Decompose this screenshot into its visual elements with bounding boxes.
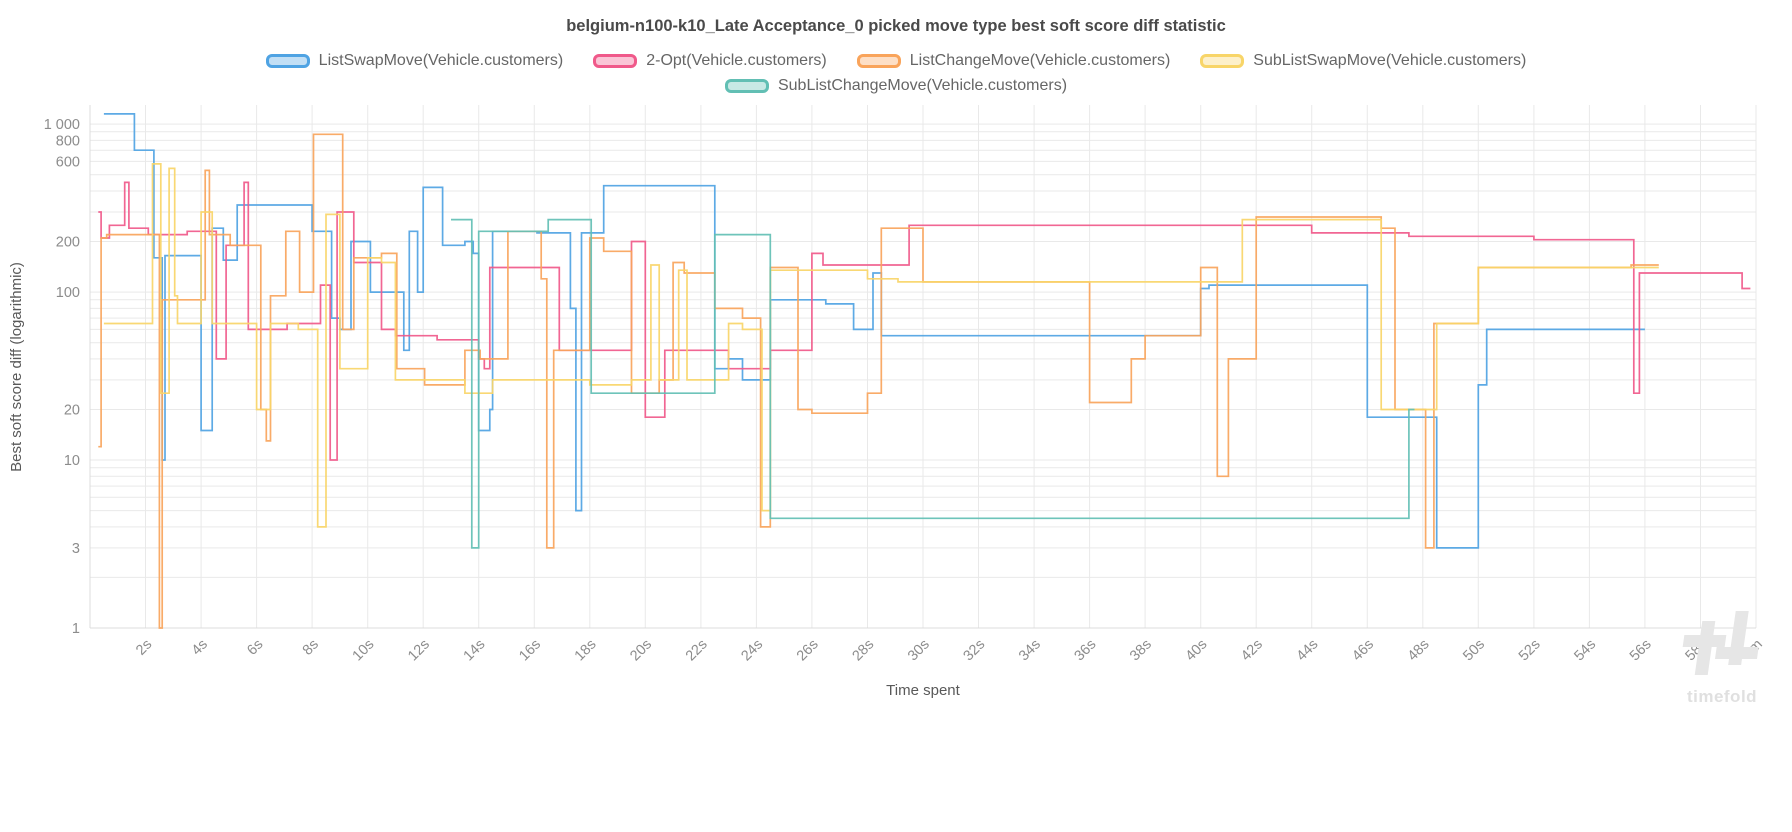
y-tick-label: 10 (64, 453, 80, 469)
legend-label: ListSwapMove(Vehicle.customers) (318, 52, 564, 69)
legend-item[interactable]: SubListChangeMove(Vehicle.customers) (724, 77, 1068, 95)
x-tick-label: 20s (627, 637, 655, 665)
y-tick-label: 1 000 (44, 117, 80, 133)
x-tick-label: 56s (1627, 637, 1655, 665)
legend-item[interactable]: SubListSwapMove(Vehicle.customers) (1200, 52, 1526, 70)
x-tick-label: 22s (683, 637, 711, 665)
series-line-3[interactable] (103, 163, 1659, 528)
plot-area[interactable]: 2s 4s 6s 8s 10s 12s 14s 16s 18s 20s 22s 24s 26s 28s 30… (0, 95, 1792, 815)
x-tick-label: 16s (516, 637, 544, 665)
legend-label: SubListChangeMove(Vehicle.customers) (777, 77, 1068, 94)
legend-item[interactable]: ListSwapMove(Vehicle.customers) (265, 52, 564, 70)
x-tick-label: 46s (1349, 637, 1377, 665)
timefold-watermark-text: timefold (1687, 687, 1757, 706)
x-tick-label: 18s (572, 637, 600, 665)
legend-label: SubListSwapMove(Vehicle.customers) (1253, 52, 1527, 69)
x-tick-label: 26s (794, 637, 822, 665)
x-tick-label: 12s (405, 637, 433, 665)
x-tick-label: 44s (1294, 637, 1322, 665)
y-tick-label: 800 (56, 133, 80, 149)
x-tick-label: 52s (1516, 637, 1544, 665)
x-tick-label: 40s (1183, 637, 1211, 665)
x-tick-label: 30s (905, 637, 933, 665)
x-tick-label: 4s (189, 637, 211, 659)
x-axis-title: Time spent (886, 682, 960, 699)
series-line-2[interactable] (98, 133, 1659, 629)
series-line-1[interactable] (98, 181, 1751, 461)
legend-label: ListChangeMove(Vehicle.customers) (909, 52, 1171, 69)
x-tick-label: 32s (960, 637, 988, 665)
x-tick-label: 6s (244, 637, 266, 659)
legend-swatch-icon (265, 54, 310, 68)
legend-swatch-icon (593, 54, 638, 68)
x-tick-label: 42s (1238, 637, 1266, 665)
chart-legend: ListSwapMove(Vehicle.customers) 2-Opt(Veh… (0, 52, 1792, 95)
y-tick-label: 600 (56, 154, 80, 170)
x-tick-label: 28s (849, 637, 877, 665)
y-tick-label: 1 (72, 621, 80, 637)
x-tick-label: 8s (300, 637, 322, 659)
y-tick-label: 100 (56, 285, 80, 301)
x-tick-label: 36s (1072, 637, 1100, 665)
legend-swatch-icon (1200, 54, 1245, 68)
x-tick-label: 48s (1405, 637, 1433, 665)
series-line-4[interactable] (451, 218, 1415, 549)
x-tick-label: 38s (1127, 637, 1155, 665)
legend-swatch-icon (856, 54, 901, 68)
y-tick-label: 200 (56, 235, 80, 251)
legend-item[interactable]: ListChangeMove(Vehicle.customers) (856, 52, 1171, 70)
timefold-logo-icon (1682, 611, 1759, 675)
series-line-0[interactable] (103, 113, 1645, 549)
x-tick-label: 34s (1016, 637, 1044, 665)
x-tick-label: 2s (133, 637, 155, 659)
y-tick-label: 20 (64, 403, 80, 419)
x-tick-label: 24s (738, 637, 766, 665)
y-axis-title: Best soft score diff (logarithmic) (8, 262, 25, 472)
x-tick-label: 10s (350, 637, 378, 665)
x-tick-label: 50s (1460, 637, 1488, 665)
legend-swatch-icon (724, 79, 769, 93)
y-tick-label: 3 (72, 541, 80, 557)
chart-title: belgium-n100-k10_Late Acceptance_0 picke… (566, 17, 1226, 35)
legend-item[interactable]: 2-Opt(Vehicle.customers) (593, 52, 827, 70)
legend-label: 2-Opt(Vehicle.customers) (646, 52, 827, 69)
legend-row: ListSwapMove(Vehicle.customers) 2-Opt(Veh… (265, 52, 1526, 70)
legend-row: SubListChangeMove(Vehicle.customers) (724, 77, 1068, 95)
x-tick-label: 14s (461, 637, 489, 665)
x-tick-label: 54s (1571, 637, 1599, 665)
